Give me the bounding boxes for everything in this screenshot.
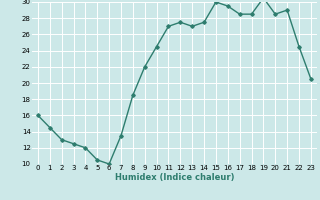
X-axis label: Humidex (Indice chaleur): Humidex (Indice chaleur)	[115, 173, 234, 182]
